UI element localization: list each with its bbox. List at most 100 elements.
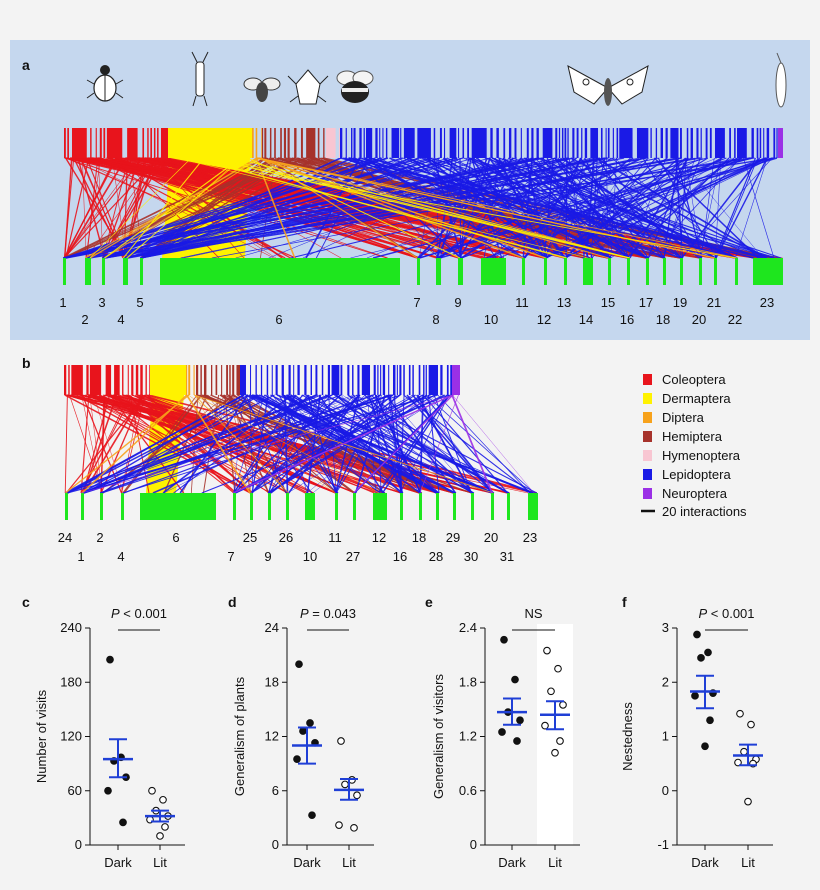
visitor-bar-lepidoptera [310, 365, 312, 395]
plant-bar [453, 493, 456, 520]
plant-label: 3 [98, 295, 105, 310]
link-line [64, 394, 68, 494]
visitor-bar-lepidoptera [670, 128, 679, 158]
link-line [104, 157, 261, 259]
visitor-bar-lepidoptera [759, 128, 762, 158]
link-line [601, 157, 682, 259]
link-line [366, 157, 615, 259]
link-line [437, 394, 531, 494]
visitor-bar-lepidoptera [650, 128, 652, 158]
visitor-bar-dermaptera [150, 365, 186, 395]
link-line [524, 157, 631, 259]
y-tick-label: 2.4 [459, 620, 477, 635]
plant-bar [373, 493, 387, 520]
plant-bar [160, 258, 400, 285]
visitor-bar-lepidoptera [686, 128, 689, 158]
visitor-bar-lepidoptera [365, 128, 373, 158]
moth-icon [567, 65, 649, 106]
legend-scale-label: 20 interactions [662, 504, 747, 519]
visitor-bar-hemiptera [280, 128, 282, 158]
visitor-bar-hemiptera [283, 128, 287, 158]
plant-bar [608, 258, 611, 285]
link-line [140, 157, 599, 259]
visitor-bar-lepidoptera [581, 128, 583, 158]
plant-label: 25 [243, 530, 257, 545]
visitor-bar-lepidoptera [281, 365, 284, 395]
legend-label: Neuroptera [662, 486, 728, 501]
visitor-bar-coleoptera [67, 128, 69, 158]
x-tick-label: Lit [153, 855, 167, 870]
plant-bar [419, 493, 422, 520]
visitor-bar-coleoptera [122, 365, 124, 395]
visitor-bar-hemiptera [196, 365, 199, 395]
plant-label: 12 [537, 312, 551, 327]
network-b-plant-bars [65, 493, 538, 520]
plant-label: 30 [464, 549, 478, 564]
link-line [353, 394, 404, 494]
visitor-bar-coleoptera [71, 365, 83, 395]
link-line [564, 157, 767, 259]
link-line [566, 157, 657, 259]
data-point [701, 742, 709, 751]
legend-swatch [643, 431, 652, 442]
visitor-bar-diptera [188, 365, 191, 395]
visitor-bar-coleoptera [95, 128, 97, 158]
plant-label: 8 [432, 312, 439, 327]
link-line [662, 157, 701, 259]
data-point [744, 797, 752, 806]
visitor-bar-lepidoptera [700, 128, 702, 158]
visitor-bar-coleoptera [153, 128, 156, 158]
network-b-plant-labels: 24 2 6 25 26 11 12 18 29 20 23 1 4 7 9 1… [58, 530, 537, 564]
plant-bar [522, 258, 525, 285]
plant-bar [121, 493, 124, 520]
visitor-bar-lepidoptera [347, 365, 350, 395]
link-line [440, 157, 570, 259]
visitor-bar-coleoptera [89, 365, 102, 395]
visitor-bar-hemiptera [287, 128, 290, 158]
visitor-bar-lepidoptera [345, 128, 347, 158]
link-line [566, 157, 633, 259]
data-point [554, 664, 562, 673]
plant-bar [627, 258, 630, 285]
link-line [452, 394, 535, 494]
visitor-bar-lepidoptera [619, 128, 633, 158]
data-point [119, 818, 127, 827]
link-line [104, 157, 463, 259]
data-point [541, 721, 549, 730]
plant-bar [335, 493, 338, 520]
visitor-bar-coleoptera [90, 128, 92, 158]
data-point [337, 737, 345, 745]
visitor-bar-lepidoptera [275, 365, 278, 395]
link-line [109, 394, 235, 494]
link-line [715, 157, 759, 259]
y-tick-label: 60 [68, 783, 82, 798]
y-tick-label: 0 [470, 837, 477, 852]
visitor-bar-lepidoptera [340, 128, 343, 158]
y-tick-label: 1.8 [459, 674, 477, 689]
plant-bar [735, 258, 738, 285]
y-tick-label: 3 [662, 620, 669, 635]
panel-label-b: b [22, 355, 31, 371]
link-line [369, 394, 422, 494]
link-line [63, 157, 118, 259]
visitor-bar-lepidoptera [558, 128, 561, 158]
visitor-bar-coleoptera [147, 128, 149, 158]
legend-swatch [643, 450, 652, 461]
visitor-bar-lepidoptera [240, 365, 246, 395]
visitor-bar-lepidoptera [561, 128, 564, 158]
link-line [358, 157, 737, 259]
link-line [63, 157, 267, 259]
visitor-bar-lepidoptera [572, 128, 575, 158]
plant-label: 5 [136, 295, 143, 310]
lit-highlight [537, 624, 573, 845]
data-point [350, 823, 358, 832]
visitor-bar-lepidoptera [449, 128, 457, 158]
visitor-bar-hemiptera [264, 128, 267, 158]
visitor-bar-lepidoptera [379, 128, 381, 158]
link-line [570, 157, 766, 259]
plant-label: 9 [454, 295, 461, 310]
visitor-bar-lepidoptera [439, 128, 442, 158]
plant-label: 7 [413, 295, 420, 310]
link-line [260, 157, 545, 259]
legend-label: Diptera [662, 410, 705, 425]
